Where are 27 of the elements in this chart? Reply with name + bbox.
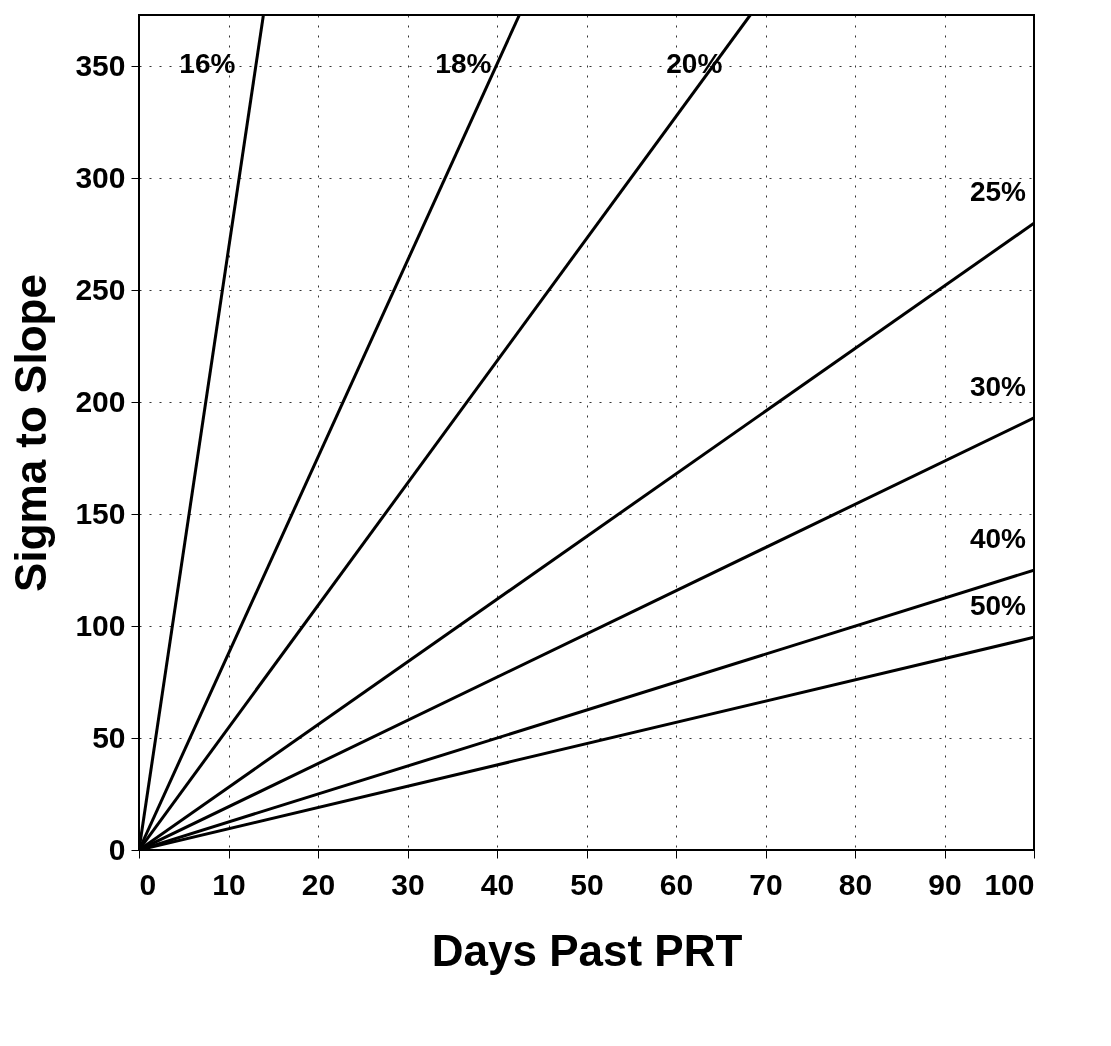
x-tick-label: 20 [301, 867, 336, 901]
y-axis-title: Sigma to Slope [6, 274, 56, 592]
x-tick-label: 60 [659, 867, 694, 901]
x-tick-label: 0 [139, 867, 157, 901]
y-tick-label: 250 [75, 272, 126, 306]
y-tick-label: 50 [92, 720, 126, 754]
y-tick-label: 100 [75, 608, 126, 642]
series-label: 50% [969, 590, 1027, 622]
x-tick-label: 70 [749, 867, 783, 901]
x-tick-label: 100 [984, 867, 1035, 901]
x-tick-label: 10 [212, 867, 246, 901]
y-tick-label: 350 [75, 48, 126, 82]
y-tick-label: 200 [75, 384, 126, 418]
y-tick-label: 150 [75, 496, 126, 530]
series-label: 30% [969, 370, 1027, 402]
series-label: 40% [969, 523, 1027, 555]
series-label: 18% [435, 48, 492, 79]
x-tick-label: 40 [480, 867, 515, 901]
x-tick-label: 90 [928, 867, 962, 901]
series-label: 16% [179, 48, 236, 79]
x-tick-label: 30 [391, 867, 425, 901]
y-tick-label: 0 [108, 832, 126, 866]
x-axis-title: Days Past PRT [431, 925, 743, 975]
x-tick-label: 80 [838, 867, 873, 901]
series-label: 25% [969, 176, 1027, 208]
y-tick-label: 300 [75, 160, 126, 194]
x-tick-label: 50 [570, 867, 604, 901]
